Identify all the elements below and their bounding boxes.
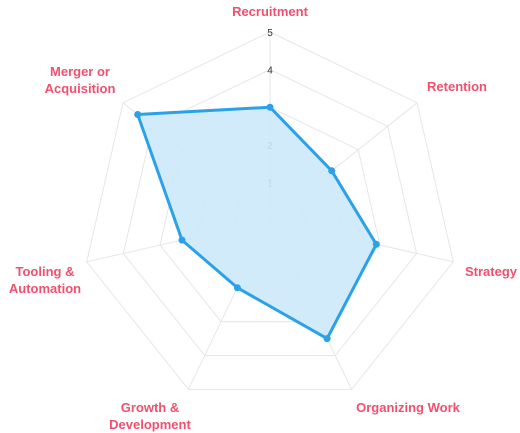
axis-label-line: Growth & [121, 400, 180, 415]
data-point [233, 284, 241, 292]
axis-label: Tooling & Automation [9, 264, 81, 296]
data-point [266, 103, 274, 111]
data-point [372, 240, 380, 248]
axis-label-line: Strategy [465, 264, 518, 279]
data-point [178, 236, 186, 244]
data-series [134, 103, 380, 343]
axis-label-line: Retention [427, 79, 487, 94]
axis-label: Organizing Work [356, 400, 461, 415]
axis-label-line: Automation [9, 281, 81, 296]
data-area [136, 105, 378, 341]
data-point [323, 335, 331, 343]
axis-label: Merger or Acquisition [45, 64, 116, 96]
axis-label-line: Development [109, 417, 191, 432]
tick-label: 4 [267, 66, 273, 77]
axis-label: Retention [427, 79, 487, 94]
axis-label: Growth & Development [109, 400, 191, 432]
axis-label-line: Acquisition [45, 81, 116, 96]
axis-label: Recruitment [232, 4, 309, 19]
data-point [134, 111, 142, 118]
data-point [328, 167, 336, 175]
grid-ring-5 [86, 31, 454, 390]
axis-label-line: Organizing Work [356, 400, 461, 415]
axis-label-line: Merger or [50, 64, 110, 79]
tick-label: 5 [267, 28, 273, 39]
axis-label-line: Tooling & [16, 264, 75, 279]
axis-label: Strategy [465, 264, 518, 279]
axis-labels: Recruitment Retention Strategy Organizing W… [9, 4, 518, 432]
axis-label-line: Recruitment [232, 4, 309, 19]
grid-ring-4 [122, 69, 418, 356]
